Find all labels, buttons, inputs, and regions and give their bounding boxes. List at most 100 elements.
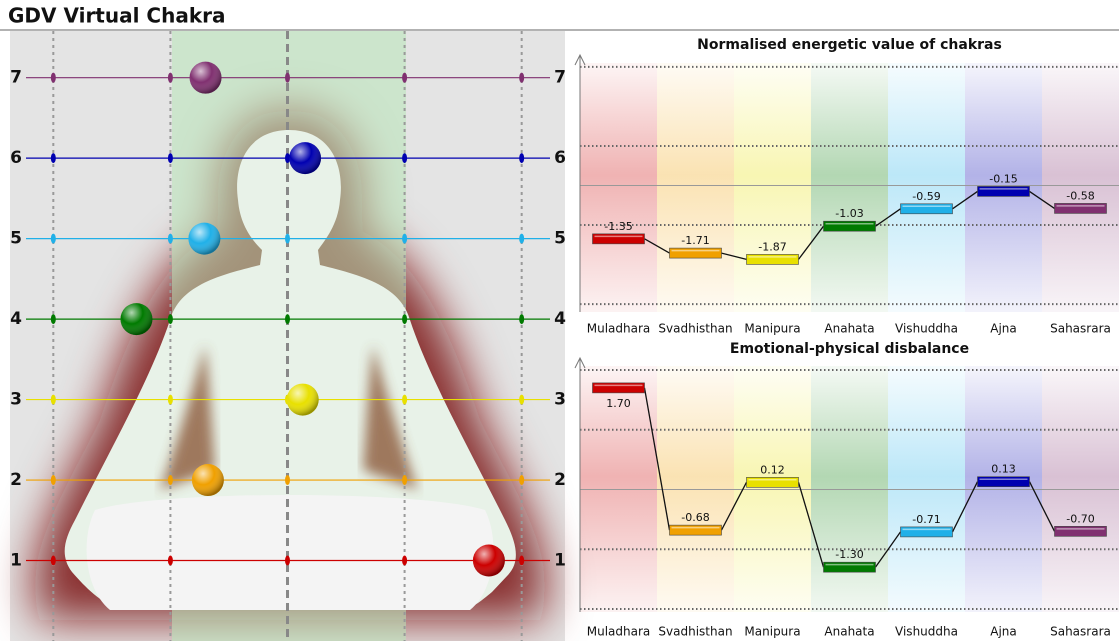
chakra-ball	[472, 544, 505, 577]
level-node	[519, 314, 525, 325]
value-label: -1.71	[681, 234, 709, 247]
level-node	[285, 153, 290, 164]
level-node	[50, 475, 56, 486]
level-bar	[592, 382, 645, 394]
chart-title: Normalised energetic value of chakras	[697, 37, 1002, 53]
level-node	[402, 233, 408, 244]
y-tick-label-right: 7	[554, 68, 566, 88]
level-node	[50, 233, 56, 244]
level-node	[285, 314, 290, 325]
level-bar	[746, 477, 799, 488]
x-tick-label: Vishuddha	[895, 322, 958, 336]
level-node	[167, 233, 173, 244]
level-node	[519, 555, 525, 566]
level-bar	[592, 233, 645, 245]
value-label: -0.58	[1066, 189, 1094, 202]
level-node	[519, 72, 525, 83]
level-bar	[823, 220, 876, 232]
category-band	[888, 63, 965, 312]
level-node	[50, 314, 56, 325]
x-tick-label: Manipura	[744, 322, 800, 336]
level-node	[519, 475, 525, 486]
connector	[644, 238, 670, 254]
x-tick-label: Muladhara	[587, 625, 651, 639]
level-bar	[977, 476, 1030, 488]
connector	[797, 482, 825, 568]
category-band	[811, 63, 888, 312]
chakra-ball	[286, 383, 319, 416]
level-node	[519, 394, 525, 405]
y-axis-arrow	[574, 356, 586, 369]
y-tick-label: 6	[10, 148, 22, 168]
legs	[86, 495, 494, 610]
x-tick-label: Sahasrara	[1050, 322, 1111, 336]
value-label: -1.03	[835, 207, 863, 220]
level-bar	[823, 561, 876, 573]
level-node	[50, 555, 56, 566]
value-label: -0.68	[681, 511, 709, 524]
level-node	[519, 153, 525, 164]
level-node	[402, 394, 408, 405]
value-label: 0.12	[760, 463, 785, 476]
value-label: 1.70	[606, 397, 631, 410]
value-label: 0.13	[991, 463, 1016, 476]
y-tick-label: 2	[10, 470, 22, 490]
value-label: -0.71	[912, 513, 940, 526]
x-tick-label: Vishuddha	[895, 625, 958, 639]
level-node	[402, 314, 408, 325]
category-band	[580, 63, 657, 312]
y-tick-label-right: 3	[554, 390, 566, 410]
value-label: -0.15	[989, 172, 1017, 185]
category-band	[734, 63, 811, 312]
connector	[797, 225, 825, 260]
level-node	[402, 72, 408, 83]
y-tick-label-right: 5	[554, 229, 566, 249]
level-node	[50, 153, 56, 164]
x-tick-label: Svadhisthan	[658, 322, 732, 336]
connector	[875, 208, 901, 227]
value-label: -1.87	[758, 240, 786, 253]
window-title: GDV Virtual Chakra	[8, 4, 226, 28]
category-band	[1042, 63, 1119, 312]
level-node	[402, 475, 408, 486]
level-node	[285, 475, 290, 486]
chart-title: Emotional-physical disbalance	[730, 341, 969, 357]
ball-shade	[191, 464, 224, 497]
x-tick-label: Svadhisthan	[658, 625, 732, 639]
value-label: -0.59	[912, 190, 940, 203]
value-label: -1.35	[604, 220, 632, 233]
x-tick-label: Manipura	[744, 625, 800, 639]
x-tick-label: Anahata	[824, 625, 874, 639]
level-node	[402, 153, 408, 164]
chakra-ball	[120, 303, 153, 336]
category-band	[657, 63, 734, 312]
level-bar	[746, 254, 799, 265]
level-node	[285, 72, 290, 83]
y-tick-label-right: 6	[554, 148, 566, 168]
ball-shade	[188, 222, 221, 255]
level-node	[167, 314, 173, 325]
connector	[874, 531, 902, 568]
y-tick-label: 1	[10, 551, 22, 571]
chakra-ball	[188, 222, 221, 255]
level-bar	[900, 526, 953, 538]
level-bar	[977, 186, 1030, 197]
value-label: -0.70	[1066, 512, 1094, 525]
level-node	[285, 555, 290, 566]
level-node	[519, 233, 525, 244]
connector	[1028, 481, 1056, 532]
y-axis-arrow	[574, 53, 586, 66]
x-tick-label: Ajna	[990, 322, 1017, 336]
level-node	[167, 555, 173, 566]
x-tick-label: Ajna	[990, 625, 1017, 639]
level-node	[167, 475, 173, 486]
level-bar	[669, 524, 722, 536]
arm-gap-left	[160, 345, 215, 490]
connector	[643, 387, 671, 531]
level-node	[167, 72, 173, 83]
x-tick-label: Sahasrara	[1050, 625, 1111, 639]
connector	[720, 482, 748, 531]
level-node	[50, 394, 56, 405]
y-tick-label: 3	[10, 390, 22, 410]
